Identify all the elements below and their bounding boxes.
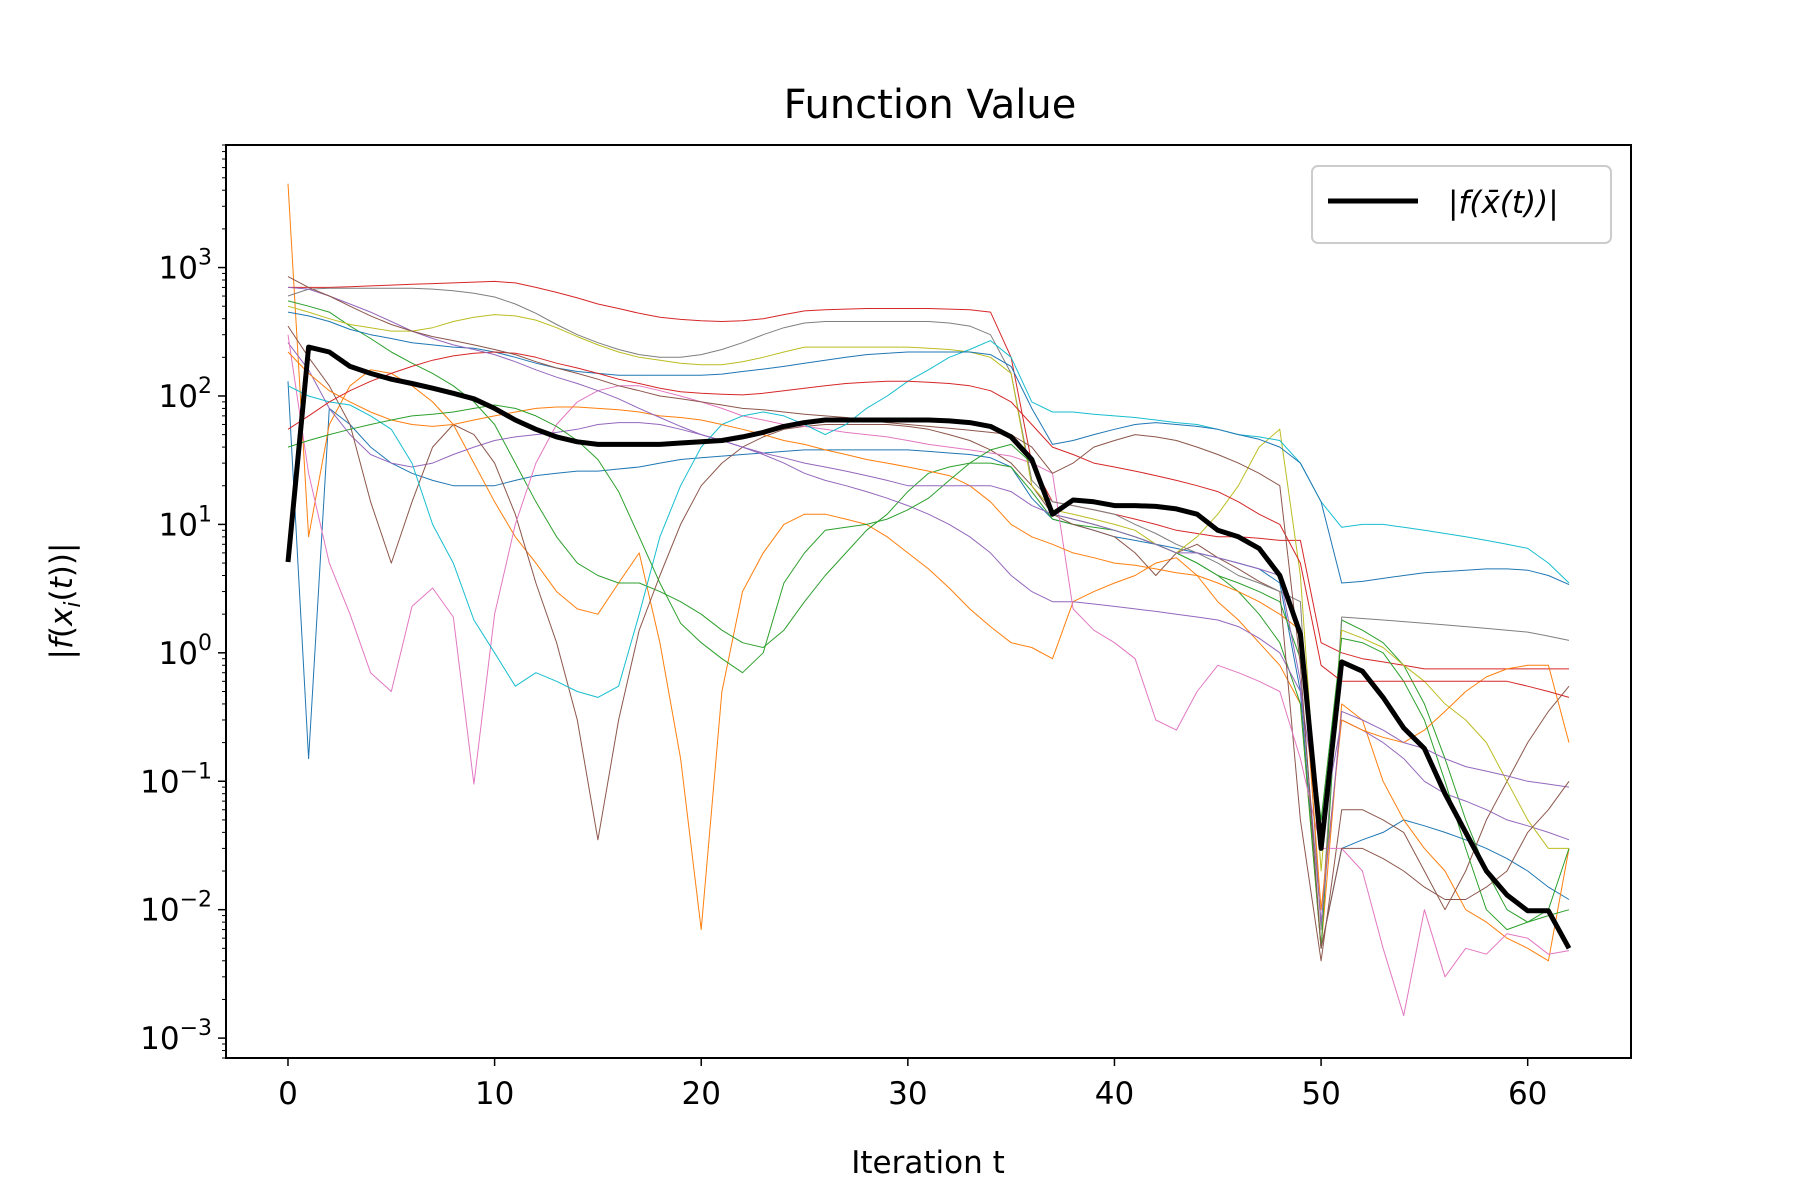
series-line-8	[287, 287, 1570, 931]
plot-frame	[225, 144, 1632, 1059]
series-line-9	[287, 305, 1569, 872]
series-line-7	[287, 334, 1570, 1016]
x-tick-label: 0	[278, 1076, 298, 1112]
series-line-11	[287, 311, 1570, 586]
x-axis: 0 10 20 30 40 50 60	[278, 1058, 1547, 1112]
x-tick-label: 50	[1301, 1076, 1340, 1112]
series-line-10	[287, 340, 1570, 698]
series-line-1	[287, 381, 1570, 949]
series-line-3	[287, 300, 1570, 949]
legend: |f(x̄(t))|	[1311, 165, 1612, 244]
y-tick-label: 10−2	[140, 888, 212, 929]
x-tick-label: 30	[888, 1076, 927, 1112]
series-line-4	[288, 280, 1569, 670]
legend-label: |f(x̄(t))|	[1448, 185, 1559, 221]
legend-box	[1311, 165, 1612, 244]
x-axis-label: Iteration t	[851, 1145, 1005, 1181]
x-tick-label: 60	[1508, 1076, 1547, 1112]
x-tick-label: 10	[475, 1076, 514, 1112]
y-tick-label: 10−3	[140, 1016, 212, 1057]
series-line-14	[287, 351, 1570, 698]
series-line-2	[287, 183, 1570, 962]
series-line-13	[287, 404, 1570, 931]
series-line-6	[287, 325, 1570, 962]
x-tick-label: 20	[681, 1076, 720, 1112]
series-line-15	[287, 286, 1570, 923]
y-axis-label: |f(xi(t))|	[44, 543, 86, 660]
series-layer	[287, 183, 1570, 1016]
mean-series-layer	[285, 344, 1572, 950]
series-line-16	[287, 276, 1570, 949]
chart-title: Function Value	[784, 82, 1077, 128]
x-tick-label: 40	[1095, 1076, 1134, 1112]
mean-series-line	[285, 344, 1572, 950]
